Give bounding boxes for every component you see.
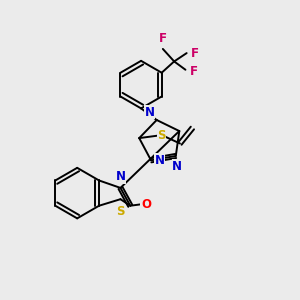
Text: O: O	[141, 198, 151, 211]
Text: F: F	[159, 32, 167, 45]
Text: N: N	[116, 170, 125, 183]
Text: S: S	[116, 205, 125, 218]
Text: F: F	[191, 46, 199, 60]
Text: N: N	[172, 160, 182, 172]
Text: S: S	[157, 129, 166, 142]
Text: N: N	[154, 154, 165, 167]
Text: N: N	[145, 106, 154, 118]
Text: F: F	[190, 65, 198, 78]
